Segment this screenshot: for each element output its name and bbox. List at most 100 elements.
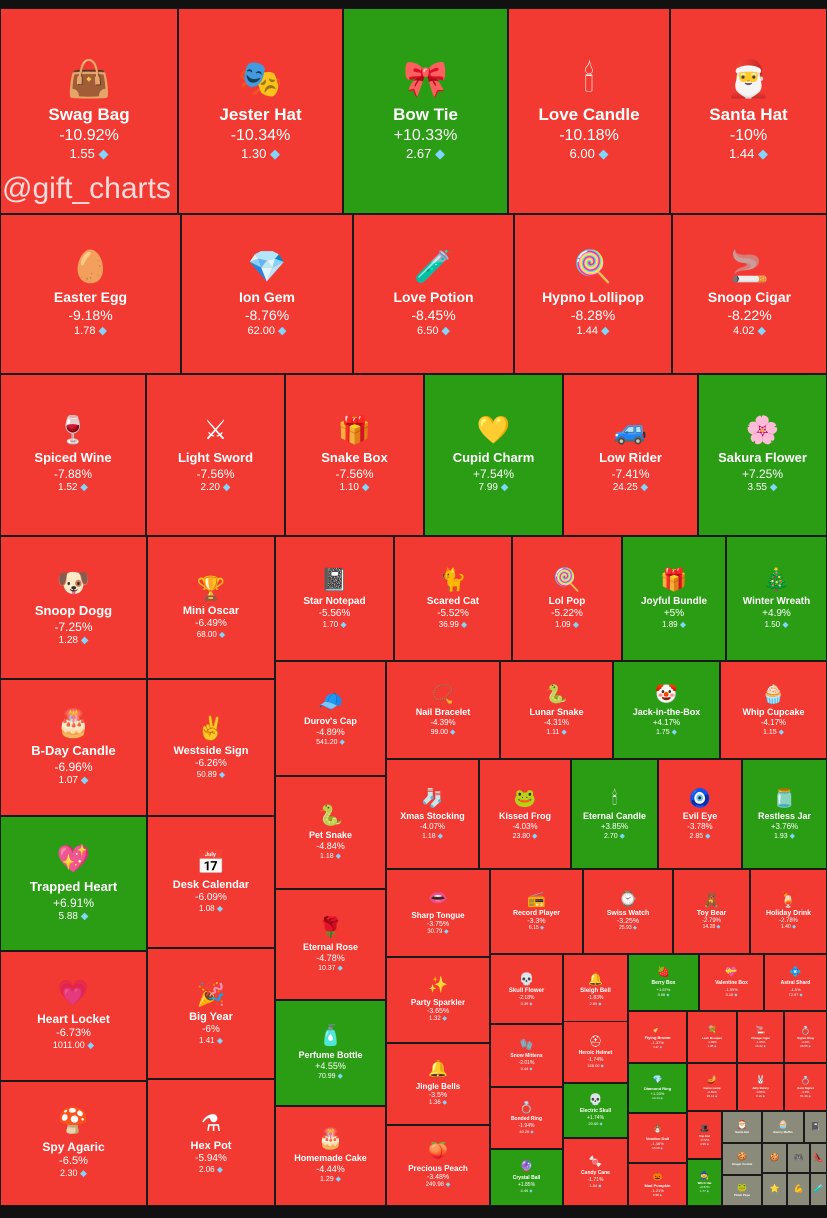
tile-restless-jar[interactable]: 🫙 Restless Jar +3.76% 1.93 ◆ bbox=[742, 759, 827, 869]
tile-skull-flower[interactable]: 💀 Skull Flower -2.18% 3.39 ◆ bbox=[490, 954, 563, 1024]
tile-party-sparkler[interactable]: ✨ Party Sparkler -3.65% 1.32 ◆ bbox=[386, 957, 490, 1043]
tile-snow-mittens[interactable]: 🧤 Snow Mittens -2.01% 3.44 ◆ bbox=[490, 1024, 563, 1087]
tile-sharp-tongue[interactable]: 👄 Sharp Tongue -3.75% 30.79 ◆ bbox=[386, 869, 490, 957]
tile-hanging-star[interactable]: ⭐ bbox=[762, 1173, 787, 1206]
tile-astral-shard[interactable]: 💠 Astral Shard -1.5% 72.97 ◆ bbox=[764, 954, 827, 1011]
tile-joyful-bundle[interactable]: 🎁 Joyful Bundle +5% 1.89 ◆ bbox=[622, 536, 726, 661]
diamond-icon: ◆ bbox=[570, 619, 579, 629]
tile-bunny-muffin[interactable]: 🧁 Bunny Muffin bbox=[762, 1111, 804, 1143]
tile-precious-peach[interactable]: 🍑 Precious Peach -3.48% 249.98 ◆ bbox=[386, 1125, 490, 1206]
tile-whip-cupcake[interactable]: 🧁 Whip Cupcake -4.17% 1.15 ◆ bbox=[720, 661, 827, 759]
tile-flying-broom[interactable]: 🧹 Flying Broom -1.37% 3.47 ◆ bbox=[628, 1011, 687, 1063]
tile-candy-cane[interactable]: 🍬 Candy Cane -1.71% 1.54 ◆ bbox=[563, 1138, 628, 1206]
tile-scared-cat[interactable]: 🐈 Scared Cat -5.52% 36.99 ◆ bbox=[394, 536, 512, 661]
tile-electric-skull[interactable]: 💀 Electric Skull +1.74% 20.60 ◆ bbox=[563, 1083, 628, 1138]
tile-xmas-stocking[interactable]: 🧦 Xmas Stocking -4.07% 1.18 ◆ bbox=[386, 759, 479, 869]
tile-lush-bouquet[interactable]: 💐 Lush Bouquet -1.06% 1.98 ◆ bbox=[687, 1011, 737, 1063]
tile-ginger-cookie[interactable]: 🍪 Ginger Cookie bbox=[722, 1143, 762, 1175]
tile-b-day-candle[interactable]: 🎂 B-Day Candle -6.96% 1.07 ◆ bbox=[0, 679, 147, 816]
tile-record-player[interactable]: 📻 Record Player -3.3% 6.15 ◆ bbox=[490, 869, 583, 954]
tile-big-year[interactable]: 🎉 Big Year -6% 1.41 ◆ bbox=[147, 948, 275, 1079]
tile-hex-pot[interactable]: ⚗ Hex Pot -5.94% 2.06 ◆ bbox=[147, 1079, 275, 1206]
tile-star-notepad[interactable]: 📓 Star Notepad -5.56% 1.70 ◆ bbox=[275, 536, 394, 661]
tile-diamond-ring[interactable]: 💎 Diamond Ring +1.23% 14.14 ◆ bbox=[628, 1063, 687, 1113]
tile-jingle-bells[interactable]: 🔔 Jingle Bells -3.5% 1.36 ◆ bbox=[386, 1043, 490, 1125]
tile-heart-locket[interactable]: 💗 Heart Locket -6.73% 1011.00 ◆ bbox=[0, 951, 147, 1081]
tile-cookie-heart[interactable]: 🍪 bbox=[762, 1143, 787, 1173]
tile-durov-s-cap[interactable]: 🧢 Durov's Cap -4.89% 541.20 ◆ bbox=[275, 661, 386, 776]
tile-kissed-frog[interactable]: 🐸 Kissed Frog -4.03% 23.80 ◆ bbox=[479, 759, 571, 869]
tile-bow-tie[interactable]: 🎀 Bow Tie +10.33% 2.67 ◆ bbox=[343, 8, 508, 214]
tile-valentine-box[interactable]: 💝 Valentine Box -1.59% 3.10 ◆ bbox=[699, 954, 764, 1011]
tile-bonded-ring[interactable]: 💍 Bonded Ring -1.94% 40.26 ◆ bbox=[490, 1087, 563, 1149]
tile-heroic-helmet[interactable]: ⛑ Heroic Helmet -1.74% 166.00 ◆ bbox=[563, 1021, 628, 1083]
tile-trapped-heart[interactable]: 💖 Trapped Heart +6.91% 5.88 ◆ bbox=[0, 816, 147, 951]
tile-cupid-charm[interactable]: 💛 Cupid Charm +7.54% 7.99 ◆ bbox=[424, 374, 563, 536]
tile-gem-signet[interactable]: 💍 Gem Signet -0.8% 51.39 ◆ bbox=[784, 1063, 827, 1111]
restless-jar-icon: 🫙 bbox=[773, 787, 796, 808]
tile-crystal-ball[interactable]: 🔮 Crystal Ball +1.85% 4.49 ◆ bbox=[490, 1149, 563, 1206]
tile-snake-box[interactable]: 🎁 Snake Box -7.56% 1.10 ◆ bbox=[285, 374, 424, 536]
price-value: 2.70 bbox=[604, 832, 618, 840]
tile-swiss-watch[interactable]: ⌚ Swiss Watch -3.25% 25.93 ◆ bbox=[583, 869, 673, 954]
tile-lunar-snake[interactable]: 🐍 Lunar Snake -4.31% 1.11 ◆ bbox=[500, 661, 613, 759]
tile-evil-eye[interactable]: 🧿 Evil Eye -3.78% 2.85 ◆ bbox=[658, 759, 742, 869]
tile-westside-sign[interactable]: ✌ Westside Sign -6.26% 50.89 ◆ bbox=[147, 679, 275, 816]
tile-lol-pop[interactable]: 🍭 Lol Pop -5.22% 1.09 ◆ bbox=[512, 536, 622, 661]
tile-plush-pepe[interactable]: 🐸 Plush Pepe bbox=[722, 1175, 762, 1206]
tile-spiced-wine[interactable]: 🍷 Spiced Wine -7.88% 1.52 ◆ bbox=[0, 374, 146, 536]
tile-signet-ring[interactable]: 💍 Signet Ring -0.9% 29.55 ◆ bbox=[784, 1011, 827, 1063]
tile-jelly-bunny[interactable]: 🐰 Jelly Bunny -0.85% 3.16 ◆ bbox=[737, 1063, 784, 1111]
tile-mad-pumpkin[interactable]: 🎃 Mad Pumpkin -1.21% 6.58 ◆ bbox=[628, 1163, 687, 1206]
tile-homemade-cake[interactable]: 🎂 Homemade Cake -4.44% 1.29 ◆ bbox=[275, 1106, 386, 1206]
tile-price: 6.50 ◆ bbox=[417, 324, 450, 337]
tile-sleigh-bell[interactable]: 🔔 Sleigh Bell -1.83% 2.69 ◆ bbox=[563, 954, 628, 1024]
tile-santa-hat[interactable]: 🎅 Santa Hat -10% 1.44 ◆ bbox=[670, 8, 827, 214]
tile-change: -1.94% bbox=[518, 1122, 535, 1129]
tile-low-rider[interactable]: 🚙 Low Rider -7.41% 24.25 ◆ bbox=[563, 374, 698, 536]
tile-name: Jack-in-the-Box bbox=[632, 706, 701, 717]
tile-star-notepad[interactable]: 📓 bbox=[804, 1111, 827, 1143]
tile-pet-snake[interactable]: 🐍 Pet Snake -4.84% 1.18 ◆ bbox=[275, 776, 386, 889]
tile-sakura-flower[interactable]: 🌸 Sakura Flower +7.25% 3.55 ◆ bbox=[698, 374, 827, 536]
tile-price: 10.37 ◆ bbox=[318, 964, 343, 972]
tile-snoop-dogg[interactable]: 🐶 Snoop Dogg -7.25% 1.28 ◆ bbox=[0, 536, 147, 679]
tile-top-hat[interactable]: 🎩 Top Hat -0.72% 4.99 ◆ bbox=[687, 1111, 722, 1159]
tile-hypno-lollipop[interactable]: 🍭 Hypno Lollipop -8.28% 1.44 ◆ bbox=[514, 214, 672, 374]
tile-tama-gadget[interactable]: 🎮 bbox=[787, 1143, 810, 1173]
tile-easter-egg[interactable]: 🥚 Easter Egg -9.18% 1.78 ◆ bbox=[0, 214, 181, 374]
tile-love-candle[interactable]: 🕯 Love Candle -10.18% 6.00 ◆ bbox=[508, 8, 670, 214]
tile-spy-agaric[interactable]: 🍄 Spy Agaric -6.5% 2.30 ◆ bbox=[0, 1081, 147, 1206]
tile-jack-in-the-box[interactable]: 🤡 Jack-in-the-Box +4.17% 1.75 ◆ bbox=[613, 661, 720, 759]
tile-berry-box[interactable]: 🍓 Berry Box +1.67% 3.06 ◆ bbox=[628, 954, 699, 1011]
tile-perfume-bottle[interactable]: 🧴 Perfume Bottle +4.55% 70.99 ◆ bbox=[275, 1000, 386, 1106]
tile-winter-wreath[interactable]: 🎄 Winter Wreath +4.9% 1.50 ◆ bbox=[726, 536, 827, 661]
tile-sky-stilettos[interactable]: 👠 bbox=[810, 1143, 827, 1173]
tile-light-sword[interactable]: ⚔ Light Sword -7.56% 2.20 ◆ bbox=[146, 374, 285, 536]
tile-voodoo-doll[interactable]: 🪆 Voodoo Doll -1.16% 15.26 ◆ bbox=[628, 1113, 687, 1163]
tile-eternal-rose[interactable]: 🌹 Eternal Rose -4.78% 10.37 ◆ bbox=[275, 889, 386, 1000]
tile-snoop-cigar[interactable]: 🚬 Snoop Cigar -8.22% 4.02 ◆ bbox=[672, 214, 827, 374]
crystal-ball-icon: 🔮 bbox=[519, 1161, 534, 1173]
tile-eternal-candle[interactable]: 🕯 Eternal Candle +3.85% 2.70 ◆ bbox=[571, 759, 658, 869]
tile-jester-hat[interactable]: 🎭 Jester Hat -10.34% 1.30 ◆ bbox=[178, 8, 343, 214]
tile-swag-bag[interactable]: 👜 Swag Bag -10.92% 1.55 ◆ bbox=[0, 8, 178, 214]
tile-mini-oscar[interactable]: 🏆 Mini Oscar -6.49% 68.00 ◆ bbox=[147, 536, 275, 679]
tile-santa-hat[interactable]: 🎅 Santa Hat bbox=[722, 1111, 762, 1143]
jelly-bunny-icon: 🐰 bbox=[755, 1075, 766, 1084]
tile-desk-calendar[interactable]: 📅 Desk Calendar -6.09% 1.08 ◆ bbox=[147, 816, 275, 948]
tile-nail-bracelet[interactable]: 📿 Nail Bracelet -4.39% 99.00 ◆ bbox=[386, 661, 500, 759]
tile-witch-hat[interactable]: 🧙 Witch Hat +0.57% 1.77 ◆ bbox=[687, 1159, 722, 1206]
tile-ion-gem[interactable]: 💎 Ion Gem -8.76% 62.00 ◆ bbox=[181, 214, 353, 374]
tile-vintage-cigar[interactable]: 🚬 Vintage Cigar -1.05% 16.22 ◆ bbox=[737, 1011, 784, 1063]
diamond-icon: ◆ bbox=[807, 1043, 811, 1048]
tile-mighty-arm[interactable]: 💪 bbox=[787, 1173, 810, 1206]
tile-toy-bear[interactable]: 🧸 Toy Bear -2.79% 14.28 ◆ bbox=[673, 869, 750, 954]
tile-holiday-drink[interactable]: 🍹 Holiday Drink -2.78% 1.40 ◆ bbox=[750, 869, 827, 954]
perfume-bottle-icon: 🧴 bbox=[318, 1025, 343, 1047]
tile-genie-lamp[interactable]: 🪔 Genie Lamp -0.89% 36.12 ◆ bbox=[687, 1063, 737, 1111]
tile-change: -0.72% bbox=[699, 1137, 710, 1142]
price-value: 3.47 bbox=[653, 1045, 659, 1049]
tile-magic-potion[interactable]: 🧪 bbox=[810, 1173, 827, 1206]
tile-love-potion[interactable]: 🧪 Love Potion -8.45% 6.50 ◆ bbox=[353, 214, 514, 374]
